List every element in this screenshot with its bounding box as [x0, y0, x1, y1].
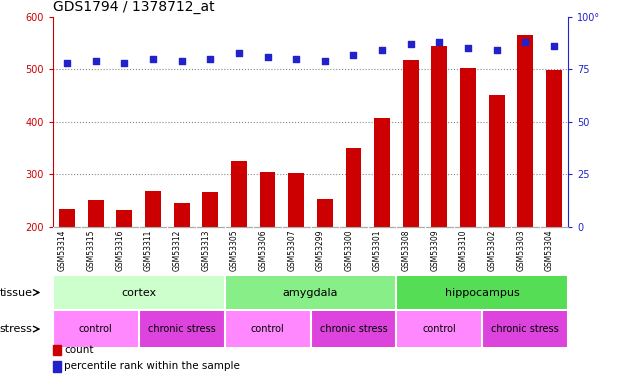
Point: [406, 41, 415, 47]
Bar: [88, 200, 104, 227]
Text: GSM53300: GSM53300: [345, 229, 353, 271]
Text: GSM53299: GSM53299: [316, 229, 325, 271]
Text: GSM53301: GSM53301: [373, 229, 382, 271]
Text: GSM53310: GSM53310: [459, 229, 468, 271]
Bar: [345, 148, 361, 227]
Text: count: count: [65, 345, 94, 355]
Bar: [396, 276, 568, 309]
Text: GSM53303: GSM53303: [516, 229, 525, 271]
Bar: [517, 35, 533, 227]
Point: [234, 50, 244, 55]
Bar: [546, 70, 562, 227]
Text: control: control: [422, 324, 456, 334]
Bar: [403, 60, 419, 227]
Text: GSM53312: GSM53312: [173, 229, 182, 271]
Text: GSM53316: GSM53316: [116, 229, 124, 271]
Bar: [489, 94, 504, 227]
Text: GSM53309: GSM53309: [430, 229, 440, 271]
Text: GDS1794 / 1378712_at: GDS1794 / 1378712_at: [53, 0, 214, 15]
Point: [348, 52, 358, 58]
Bar: [288, 173, 304, 227]
Text: GSM53311: GSM53311: [144, 229, 153, 271]
Point: [435, 39, 445, 45]
Text: control: control: [251, 324, 284, 334]
Point: [148, 56, 158, 62]
Point: [177, 58, 187, 64]
Bar: [231, 161, 247, 227]
Text: chronic stress: chronic stress: [491, 324, 559, 334]
Bar: [53, 345, 60, 355]
Point: [377, 48, 387, 54]
Text: chronic stress: chronic stress: [320, 324, 388, 334]
Bar: [53, 311, 138, 347]
Text: GSM53302: GSM53302: [487, 229, 497, 271]
Text: cortex: cortex: [121, 288, 156, 297]
Bar: [202, 192, 218, 227]
Text: amygdala: amygdala: [283, 288, 338, 297]
Point: [91, 58, 101, 64]
Text: chronic stress: chronic stress: [148, 324, 215, 334]
Point: [463, 45, 473, 51]
Point: [320, 58, 330, 64]
Bar: [225, 276, 396, 309]
Text: GSM53307: GSM53307: [287, 229, 296, 271]
Point: [119, 60, 129, 66]
Bar: [460, 68, 476, 227]
Bar: [317, 198, 333, 227]
Bar: [53, 361, 60, 372]
Bar: [432, 46, 447, 227]
Point: [520, 39, 530, 45]
Text: GSM53315: GSM53315: [87, 229, 96, 271]
Text: GSM53308: GSM53308: [402, 229, 410, 271]
Point: [263, 54, 273, 60]
Text: GSM53304: GSM53304: [545, 229, 554, 271]
Bar: [310, 311, 396, 347]
Text: tissue: tissue: [0, 288, 33, 297]
Point: [291, 56, 301, 62]
Point: [62, 60, 72, 66]
Bar: [138, 311, 225, 347]
Text: GSM53314: GSM53314: [58, 229, 67, 271]
Text: hippocampus: hippocampus: [445, 288, 520, 297]
Bar: [53, 276, 225, 309]
Text: GSM53305: GSM53305: [230, 229, 239, 271]
Text: GSM53313: GSM53313: [201, 229, 211, 271]
Bar: [174, 203, 189, 227]
Bar: [117, 210, 132, 227]
Text: GSM53306: GSM53306: [258, 229, 268, 271]
Point: [492, 48, 502, 54]
Bar: [59, 209, 75, 227]
Bar: [483, 311, 568, 347]
Text: percentile rank within the sample: percentile rank within the sample: [65, 361, 240, 371]
Point: [206, 56, 215, 62]
Bar: [396, 311, 483, 347]
Text: control: control: [79, 324, 112, 334]
Bar: [145, 191, 161, 227]
Point: [549, 43, 559, 49]
Bar: [225, 311, 310, 347]
Bar: [260, 172, 276, 227]
Text: stress: stress: [0, 324, 33, 334]
Bar: [374, 118, 390, 227]
